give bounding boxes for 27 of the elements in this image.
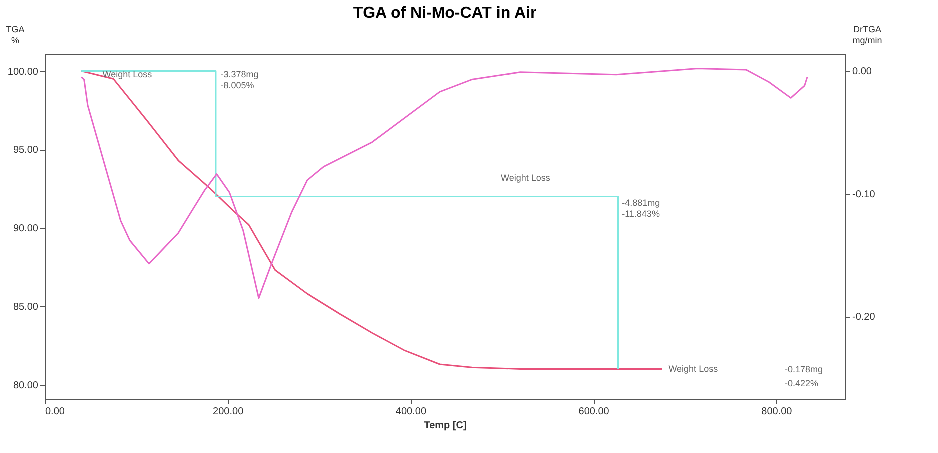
y2-tick-label: -0.20	[852, 312, 876, 324]
line-series	[80, 68, 808, 300]
y-axis-title: TGA %	[6, 24, 25, 46]
annotation: -3.378mg	[220, 69, 259, 80]
y-tick-label: 90.00	[13, 224, 39, 235]
annotation: -4.881mg	[622, 198, 660, 208]
y-tick-label: 95.00	[13, 145, 39, 156]
x-tick-label: 800.00	[762, 406, 793, 418]
chart-title: TGA of Ni-Mo-CAT in Air	[353, 5, 537, 22]
x-axis-title: Temp [C]	[424, 420, 467, 432]
annotation: -0.422%	[785, 378, 819, 388]
annotation: -0.178mg	[785, 364, 824, 375]
annotation: Weight Loss	[668, 364, 719, 374]
y2-tick-label: 0.00	[852, 66, 872, 78]
annotation: Weight Loss	[501, 173, 551, 184]
x-tick-label: 200.00	[213, 406, 244, 418]
y-tick-label: 80.00	[13, 380, 39, 392]
y2-tick-label: -0.10	[852, 189, 876, 200]
y2-axis-title: DrTGA mg/min	[852, 24, 882, 46]
x-tick-label: 400.00	[396, 406, 427, 418]
x-tick-label: 0.00	[46, 406, 66, 418]
annotation: Weight Loss	[102, 69, 153, 80]
y-tick-label: 100.00	[8, 66, 39, 78]
annotation: -8.005%	[220, 80, 254, 90]
y-tick-label: 85.00	[13, 302, 39, 313]
annotation: -11.843%	[622, 208, 660, 219]
x-tick-label: 600.00	[578, 406, 610, 418]
